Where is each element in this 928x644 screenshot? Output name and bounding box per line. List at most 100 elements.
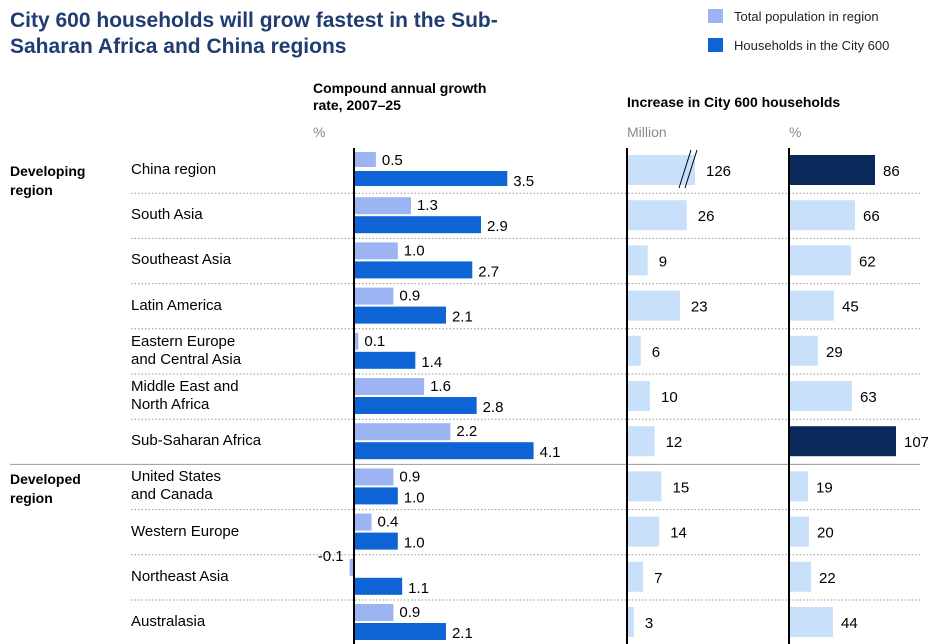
value-total-population-australasia: 0.9 [399,604,420,621]
legend-label-total-population: Total population in region [734,9,879,24]
bar-increase-million-south-asia [627,200,687,231]
row-label-sub-saharan-africa: Sub-Saharan Africa [131,432,262,450]
value-increase-percent-australasia: 44 [841,615,858,632]
row-label-eastern-europe-and-central-asia: Eastern Europe and Central Asia [131,332,242,368]
value-city600-households-western-europe: 1.0 [404,535,425,552]
value-total-population-northeast-asia: -0.1 [318,548,344,565]
increase-panel-title: Increase in City 600 households [627,94,841,110]
bar-city600-households-south-asia [354,216,482,234]
legend-label-city600-households: Households in the City 600 [734,38,890,53]
legend-swatch-total-population [708,9,723,23]
bar-increase-percent-middle-east-and-north-africa [789,381,852,411]
bar-increase-percent-china-region [789,155,875,185]
row-label-china-region: China region [131,161,217,178]
value-city600-households-sub-saharan-africa: 4.1 [540,444,561,461]
row-label-middle-east-and-north-africa: Middle East and North Africa [131,378,239,413]
bar-total-population-western-europe [354,513,372,531]
bar-increase-million-sub-saharan-africa [627,426,655,457]
bar-city600-households-northeast-asia [354,577,403,595]
value-total-population-china-region: 0.5 [382,152,403,169]
bar-increase-million-southeast-asia [627,245,648,276]
bar-total-population-northeast-asia [349,558,354,576]
bar-increase-percent-south-asia [789,200,855,231]
bar-increase-percent-australasia [789,607,833,637]
value-increase-percent-china-region: 86 [883,163,900,180]
value-city600-households-middle-east-and-north-africa: 2.8 [483,399,504,416]
legend-item-total-population: Total population in region [708,9,879,24]
value-increase-percent-south-asia: 66 [863,208,880,225]
value-increase-million-australasia: 3 [645,615,653,632]
value-increase-million-eastern-europe-and-central-asia: 6 [652,344,660,361]
bar-increase-percent-latin-america [789,290,834,321]
bar-city600-households-western-europe [354,532,398,550]
bar-increase-percent-sub-saharan-africa [789,426,896,457]
group-label-developing: Developing region [10,163,86,198]
value-increase-percent-northeast-asia: 22 [819,570,836,587]
bar-total-population-china-region [354,152,376,167]
bar-city600-households-sub-saharan-africa [354,442,534,460]
legend-swatch-city600-households [708,38,723,52]
bar-increase-million-latin-america [627,290,680,321]
bar-city600-households-united-states-and-canada [354,487,398,505]
value-increase-million-sub-saharan-africa: 12 [666,434,683,451]
value-increase-million-china-region: 126 [706,163,731,180]
row-label-united-states-and-canada: United States and Canada [131,468,222,504]
value-increase-percent-eastern-europe-and-central-asia: 29 [826,344,843,361]
bar-city600-households-eastern-europe-and-central-asia [354,351,416,369]
value-total-population-south-asia: 1.3 [417,197,438,214]
value-city600-households-china-region: 3.5 [513,173,534,190]
value-city600-households-southeast-asia: 2.7 [478,263,499,280]
bar-city600-households-australasia [354,623,446,640]
percent-unit-label: % [789,124,802,140]
bar-city600-households-china-region [354,171,508,186]
bar-city600-households-latin-america [354,306,446,324]
row-label-australasia: Australasia [131,613,206,630]
value-increase-million-middle-east-and-north-africa: 10 [661,389,678,406]
value-increase-million-southeast-asia: 9 [659,253,667,270]
row-label-south-asia: South Asia [131,206,203,224]
axis-break-mark [684,149,698,189]
value-increase-percent-southeast-asia: 62 [859,253,876,270]
bar-total-population-latin-america [354,287,394,305]
bar-total-population-south-asia [354,197,411,215]
value-total-population-latin-america: 0.9 [399,288,420,305]
value-increase-million-northeast-asia: 7 [654,570,662,587]
value-city600-households-australasia: 2.1 [452,625,473,642]
bar-total-population-united-states-and-canada [354,468,394,486]
value-total-population-sub-saharan-africa: 2.2 [456,423,477,440]
chart-title: City 600 households will grow fastest in… [10,9,498,58]
bar-increase-million-australasia [627,607,634,637]
value-increase-million-latin-america: 23 [691,299,708,316]
bar-total-population-sub-saharan-africa [354,423,451,441]
bar-increase-percent-western-europe [789,516,809,547]
value-city600-households-south-asia: 2.9 [487,218,508,235]
value-total-population-western-europe: 0.4 [378,514,399,531]
bar-increase-million-middle-east-and-north-africa [627,381,650,411]
legend-item-city600-households: Households in the City 600 [708,38,889,53]
value-increase-percent-western-europe: 20 [817,525,834,542]
cagr-panel-title: Compound annual growth rate, 2007–25 [313,80,487,113]
million-unit-label: Million [627,124,667,140]
group-label-developed: Developed region [10,471,81,506]
bar-total-population-eastern-europe-and-central-asia [354,332,359,350]
bar-increase-million-northeast-asia [627,561,644,592]
value-city600-households-united-states-and-canada: 1.0 [404,489,425,506]
value-total-population-middle-east-and-north-africa: 1.6 [430,378,451,395]
value-increase-percent-sub-saharan-africa: 107 [904,434,928,451]
value-city600-households-eastern-europe-and-central-asia: 1.4 [421,354,442,371]
row-label-latin-america: Latin America [131,296,222,314]
value-increase-percent-latin-america: 45 [842,299,859,316]
row-label-northeast-asia: Northeast Asia [131,567,229,585]
bar-increase-million-western-europe [627,516,660,547]
value-increase-percent-united-states-and-canada: 19 [816,479,833,496]
value-total-population-eastern-europe-and-central-asia: 0.1 [364,333,385,350]
bar-total-population-australasia [354,604,394,621]
bar-city600-households-middle-east-and-north-africa [354,397,477,414]
value-increase-million-south-asia: 26 [698,208,715,225]
value-total-population-united-states-and-canada: 0.9 [399,468,420,485]
bar-increase-percent-united-states-and-canada [789,471,808,502]
bar-increase-percent-eastern-europe-and-central-asia [789,335,818,366]
row-label-western-europe: Western Europe [131,522,240,540]
value-city600-households-latin-america: 2.1 [452,309,473,326]
